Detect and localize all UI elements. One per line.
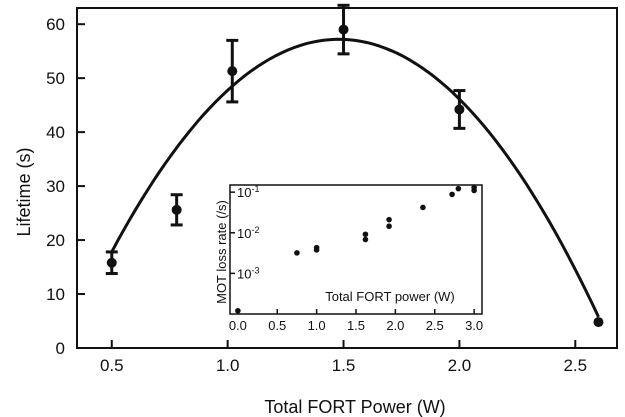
inset-y-tick-label: 10-2 [237, 225, 259, 241]
main-y-tick-label: 20 [46, 231, 65, 250]
data-point [106, 257, 117, 268]
inset-data-point [455, 185, 462, 192]
inset-data-point [386, 223, 392, 230]
data-point [227, 66, 238, 77]
main-y-tick-label: 40 [46, 123, 65, 142]
inset-data-point [449, 191, 455, 198]
main-x-tick-label: 1.5 [332, 356, 356, 375]
inset-x-tick-label: 2.5 [426, 318, 444, 333]
inset-x-tick-label: 1.5 [347, 318, 365, 333]
inset-data-point [362, 231, 369, 238]
inset-y-tick-label: 10-3 [237, 265, 259, 281]
inset-x-axis-label: Total FORT power (W) [325, 289, 455, 304]
inset-data-point [471, 184, 477, 191]
inset-data-point [294, 250, 300, 256]
data-point [171, 204, 182, 215]
inset-x-tick-label: 0.0 [229, 318, 247, 333]
main-x-tick-label: 2.5 [563, 356, 587, 375]
main-x-axis-label: Total FORT Power (W) [264, 397, 445, 417]
inset-x-tick-label: 1.0 [308, 318, 326, 333]
inset-y-tick-label: 10-1 [237, 184, 259, 200]
data-point [338, 24, 349, 35]
main-plot: 0.5 1.0 1.5 2.0 2.5 0 10 20 30 40 50 60 [46, 3, 618, 375]
main-x-tick-label: 0.5 [100, 356, 124, 375]
fit-curve [110, 37, 600, 318]
inset-x-tick-label: 0.5 [268, 318, 286, 333]
inset-data-point [235, 307, 241, 314]
inset-data-point [362, 236, 369, 243]
inset-data-point [313, 244, 320, 251]
inset-x-tick-label: 3.0 [465, 318, 483, 333]
main-y-tick-label: 50 [46, 69, 65, 88]
main-y-tick-label: 10 [46, 285, 65, 304]
inset-plot-frame [229, 184, 483, 315]
main-plot-frame [76, 7, 618, 349]
inset-data-point [420, 204, 426, 211]
inset-plot: 0.0 0.5 1.0 1.5 2.0 2.5 3.0 10-3 10-2 10-1 [229, 184, 483, 333]
main-y-tick-label: 60 [46, 15, 65, 34]
inset-x-tick-label: 2.0 [386, 318, 404, 333]
main-y-axis-label: Lifetime (s) [14, 147, 34, 236]
main-y-tick-label: 30 [46, 177, 65, 196]
data-point [593, 317, 604, 328]
inset-data-point [386, 216, 392, 223]
data-point [454, 104, 465, 115]
main-x-tick-label: 2.0 [448, 356, 472, 375]
main-x-tick-label: 1.0 [216, 356, 240, 375]
inset-y-axis-label: MOT loss rate (/s) [214, 200, 229, 304]
main-y-tick-label: 0 [56, 339, 65, 358]
